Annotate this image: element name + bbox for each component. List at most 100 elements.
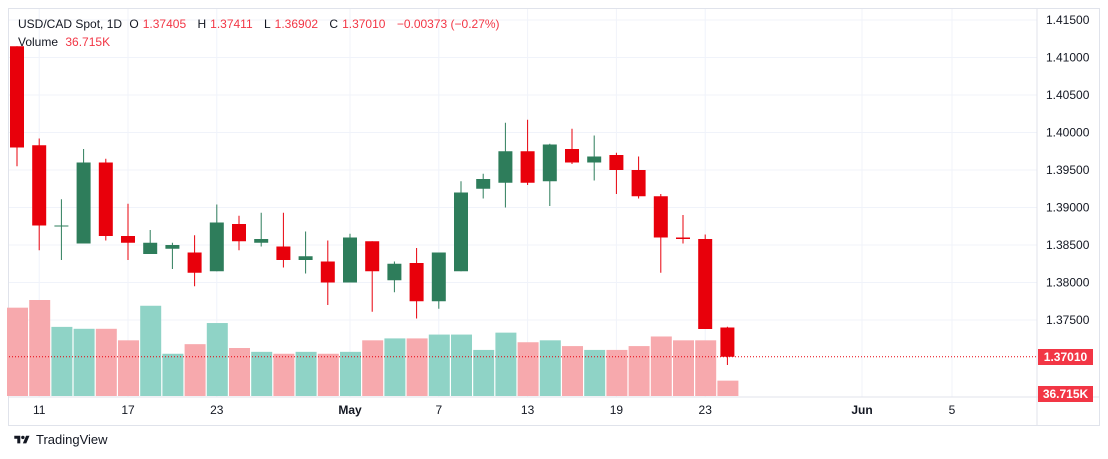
volume-bars (7, 300, 739, 396)
volume-bar (406, 338, 428, 396)
volume-bar (340, 351, 361, 396)
volume-bar (473, 349, 495, 396)
grid (9, 9, 1037, 397)
candle-body (276, 246, 291, 260)
price-tick-label: 1.39000 (1046, 201, 1090, 215)
volume-bar (562, 346, 583, 396)
candle-body (454, 192, 468, 272)
price-tick-label: 1.37500 (1046, 313, 1090, 327)
time-tick-label: 11 (33, 403, 46, 417)
volume-bar (184, 344, 206, 396)
volume-bar (362, 340, 384, 396)
volume-bar (229, 348, 250, 396)
price-tick-label: 1.38500 (1046, 238, 1090, 252)
volume-bar (539, 340, 561, 396)
symbol-title[interactable]: USD/CAD Spot, 1D (18, 17, 123, 31)
volume-bar (118, 340, 139, 396)
candle-body (76, 162, 91, 244)
candle-body (98, 162, 113, 236)
candle-body (10, 46, 24, 148)
volume-label[interactable]: Volume (18, 35, 59, 49)
time-tick-label: May (338, 403, 362, 417)
candle-body (143, 242, 158, 254)
candle-body (187, 252, 202, 273)
volume-bar (451, 334, 472, 396)
candle-body (232, 224, 246, 242)
price-axis[interactable]: 1.41500 1.41000 1.40500 1.40000 1.39500 1.390… (9, 9, 1099, 425)
candles (10, 46, 735, 365)
candle-body (587, 156, 602, 163)
time-tick-label: 23 (210, 403, 224, 417)
tradingview-brand[interactable]: TradingView (12, 432, 108, 447)
volume-bar (428, 334, 450, 396)
volume-bar (7, 307, 28, 396)
last-price-tag: 1.37010 (1038, 348, 1093, 365)
price-tick-label: 1.38000 (1046, 276, 1090, 290)
ohlc-legend: USD/CAD Spot, 1D O 1.37405 H 1.37411 L 1.36… (18, 17, 504, 31)
candle-body (32, 145, 47, 226)
high-label: H (197, 17, 207, 31)
volume-bar (384, 338, 406, 396)
time-axis[interactable]: 11 17 23 May 7 13 19 23 Jun 5 (33, 403, 956, 417)
price-tick-label: 1.41000 (1046, 51, 1090, 65)
volume-bar (650, 336, 672, 396)
brand-name: TradingView (36, 432, 108, 447)
volume-bar (584, 349, 606, 396)
volume-bar (273, 353, 295, 396)
time-tick-label: 23 (699, 403, 713, 417)
candle-body (565, 149, 579, 163)
price-tick-label: 1.40000 (1046, 126, 1090, 140)
candle-body (698, 239, 713, 329)
change-value: −0.00373 (−0.27%) (396, 17, 500, 31)
volume-bar (717, 380, 739, 396)
time-tick-label: 13 (521, 403, 535, 417)
candle-body (653, 196, 668, 238)
volume-bar (251, 351, 273, 396)
candle-body (720, 327, 735, 357)
volume-bar (495, 332, 517, 396)
volume-bar (29, 300, 51, 396)
candle-body (343, 237, 357, 283)
volume-bar (295, 351, 317, 396)
volume-bar (317, 353, 339, 396)
volume-bar (95, 328, 117, 396)
volume-legend: Volume 36.715K (18, 35, 114, 49)
chart-frame (8, 8, 1100, 426)
time-tick-label: Jun (851, 403, 872, 417)
candle-body (476, 179, 491, 189)
candle-body (320, 261, 335, 283)
candle-body (542, 144, 557, 182)
volume-bar (517, 342, 539, 396)
candle-body (209, 222, 224, 272)
volume-bar (673, 340, 694, 396)
candle-body (520, 151, 535, 183)
volume-bar (606, 349, 628, 396)
time-tick-label: 19 (610, 403, 624, 417)
time-tick-label: 5 (949, 403, 956, 417)
volume-bar (51, 326, 73, 396)
price-tick-label: 1.39500 (1046, 163, 1090, 177)
volume-bar (695, 340, 717, 396)
price-tick-label: 1.41500 (1046, 13, 1090, 27)
candle-body (498, 151, 513, 183)
volume-bar (162, 353, 184, 396)
candle-body (121, 236, 135, 243)
volume-bar (73, 328, 95, 396)
low-label: L (263, 17, 271, 31)
price-tick-label: 1.40500 (1046, 88, 1090, 102)
close-label: C (329, 17, 339, 31)
volume-bar (206, 323, 228, 396)
volume-bar (628, 346, 650, 396)
volume-bar (140, 305, 162, 396)
candle-body (298, 256, 313, 260)
open-label: O (129, 17, 139, 31)
candle-body (387, 263, 402, 281)
candle-body (365, 241, 380, 272)
volume-value: 36.715K (65, 35, 111, 49)
candle-body (409, 263, 424, 302)
time-tick-label: 17 (121, 403, 135, 417)
low-value: 1.36902 (274, 17, 319, 31)
candle-body (631, 170, 646, 197)
candle-body (165, 245, 180, 249)
